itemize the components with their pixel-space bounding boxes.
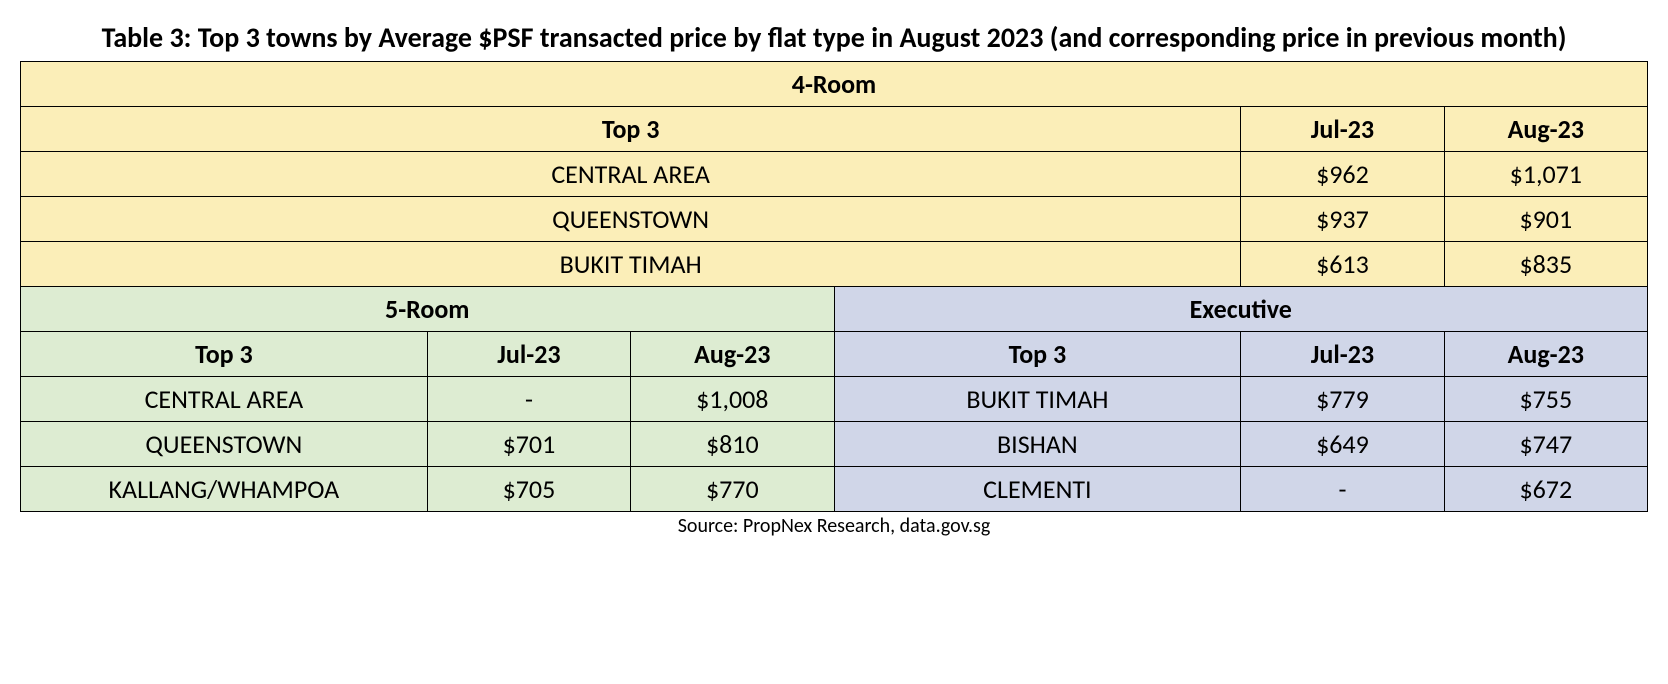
- value-cell: $701: [427, 422, 630, 467]
- section-4room-heading: 4-Room: [21, 62, 1648, 107]
- col-aug23-5room: Aug-23: [631, 332, 834, 377]
- section-exec-heading: Executive: [834, 287, 1648, 332]
- town-cell: QUEENSTOWN: [21, 422, 428, 467]
- value-cell: $835: [1444, 242, 1647, 287]
- table-row: BUKIT TIMAH $613 $835: [21, 242, 1648, 287]
- value-cell: $770: [631, 467, 834, 512]
- value-cell: $705: [427, 467, 630, 512]
- town-cell: CLEMENTI: [834, 467, 1241, 512]
- value-cell: $613: [1241, 242, 1444, 287]
- value-cell: $810: [631, 422, 834, 467]
- town-cell: CENTRAL AREA: [21, 377, 428, 422]
- value-cell: $937: [1241, 197, 1444, 242]
- col-aug23-exec: Aug-23: [1444, 332, 1647, 377]
- value-cell: $755: [1444, 377, 1647, 422]
- value-cell: $1,008: [631, 377, 834, 422]
- col-top3-4room: Top 3: [21, 107, 1241, 152]
- section-5room-exec-columns-row: Top 3 Jul-23 Aug-23 Top 3 Jul-23 Aug-23: [21, 332, 1648, 377]
- col-top3-exec: Top 3: [834, 332, 1241, 377]
- value-cell: $901: [1444, 197, 1647, 242]
- town-cell: KALLANG/WHAMPOA: [21, 467, 428, 512]
- col-top3-5room: Top 3: [21, 332, 428, 377]
- town-cell: BUKIT TIMAH: [834, 377, 1241, 422]
- table-row: QUEENSTOWN $937 $901: [21, 197, 1648, 242]
- value-cell: $962: [1241, 152, 1444, 197]
- table-title: Table 3: Top 3 towns by Average $PSF tra…: [20, 20, 1648, 55]
- value-cell: $1,071: [1444, 152, 1647, 197]
- col-jul23-4room: Jul-23: [1241, 107, 1444, 152]
- value-cell: $779: [1241, 377, 1444, 422]
- section-5room-exec-heading-row: 5-Room Executive: [21, 287, 1648, 332]
- town-cell: CENTRAL AREA: [21, 152, 1241, 197]
- table-row: CENTRAL AREA $962 $1,071: [21, 152, 1648, 197]
- value-cell: $649: [1241, 422, 1444, 467]
- value-cell: $747: [1444, 422, 1647, 467]
- col-aug23-4room: Aug-23: [1444, 107, 1647, 152]
- col-jul23-exec: Jul-23: [1241, 332, 1444, 377]
- col-jul23-5room: Jul-23: [427, 332, 630, 377]
- value-cell: -: [427, 377, 630, 422]
- table-row: KALLANG/WHAMPOA $705 $770 CLEMENTI - $67…: [21, 467, 1648, 512]
- section-4room-columns-row: Top 3 Jul-23 Aug-23: [21, 107, 1648, 152]
- psf-table: 4-Room Top 3 Jul-23 Aug-23 CENTRAL AREA …: [20, 61, 1648, 512]
- town-cell: QUEENSTOWN: [21, 197, 1241, 242]
- section-4room-heading-row: 4-Room: [21, 62, 1648, 107]
- town-cell: BISHAN: [834, 422, 1241, 467]
- value-cell: $672: [1444, 467, 1647, 512]
- table-source: Source: PropNex Research, data.gov.sg: [20, 514, 1648, 538]
- town-cell: BUKIT TIMAH: [21, 242, 1241, 287]
- section-5room-heading: 5-Room: [21, 287, 835, 332]
- table-row: QUEENSTOWN $701 $810 BISHAN $649 $747: [21, 422, 1648, 467]
- value-cell: -: [1241, 467, 1444, 512]
- table-row: CENTRAL AREA - $1,008 BUKIT TIMAH $779 $…: [21, 377, 1648, 422]
